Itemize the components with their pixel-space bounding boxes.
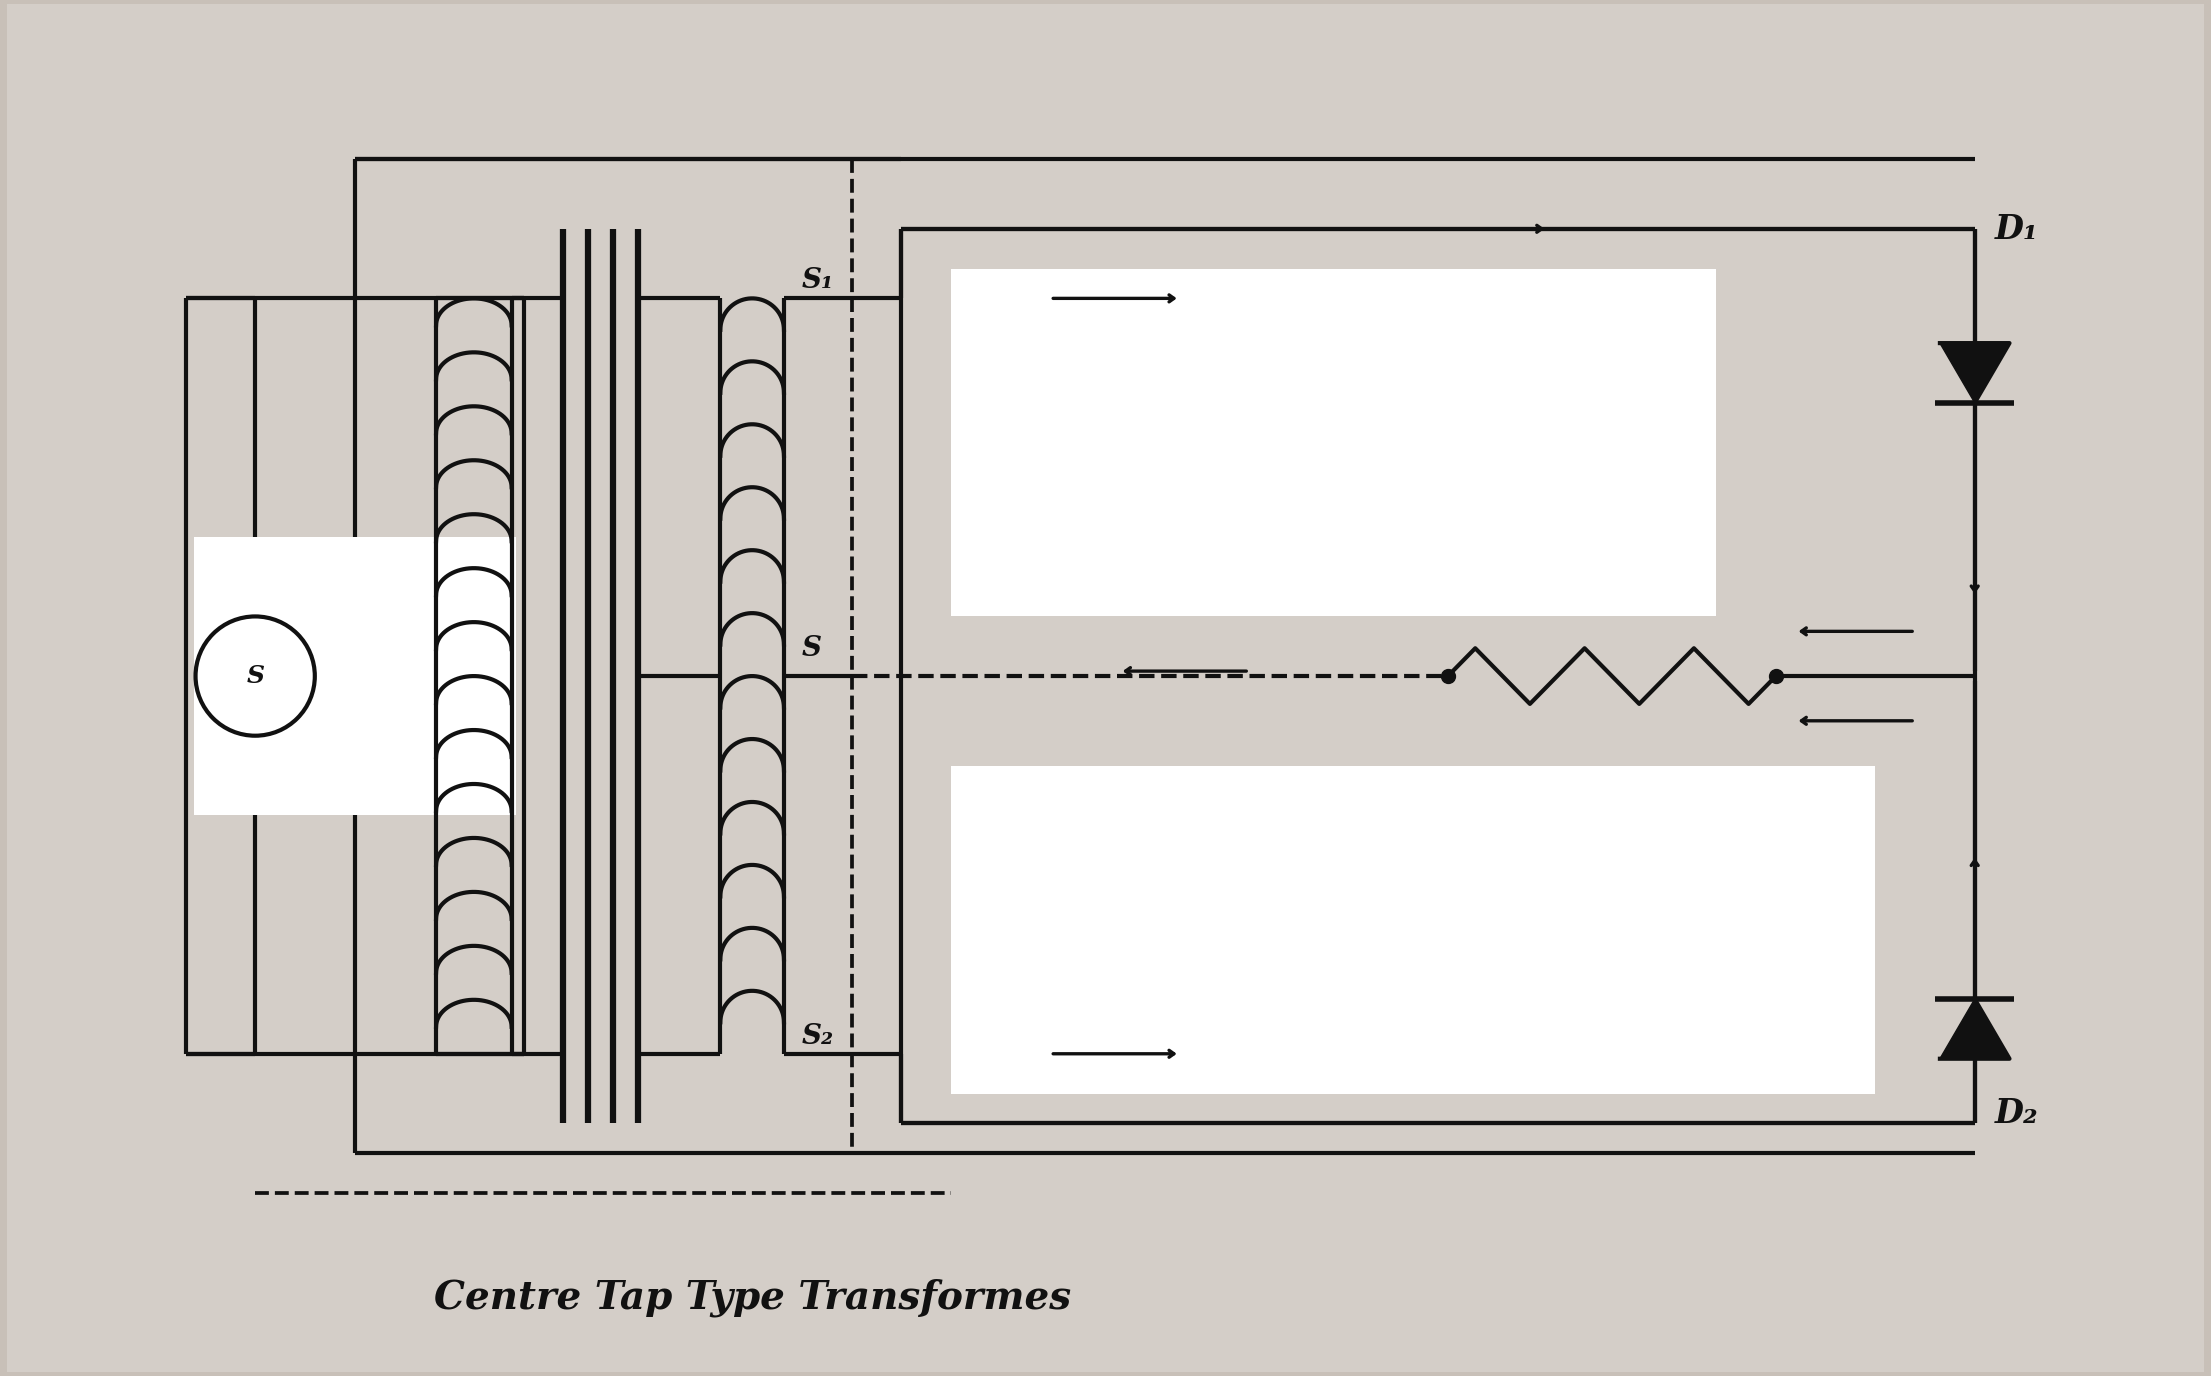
Text: D₁: D₁ — [1994, 213, 2039, 246]
Text: S₂: S₂ — [803, 1022, 834, 1050]
Text: S₁: S₁ — [803, 267, 834, 294]
Text: S: S — [245, 665, 263, 688]
Polygon shape — [1939, 999, 2010, 1058]
FancyBboxPatch shape — [195, 537, 515, 815]
Text: D₂: D₂ — [1994, 1097, 2039, 1130]
Text: S: S — [803, 636, 822, 662]
Text: Centre Tap Type Transformes: Centre Tap Type Transformes — [433, 1278, 1070, 1317]
FancyBboxPatch shape — [951, 765, 1875, 1094]
FancyBboxPatch shape — [951, 268, 1716, 616]
Polygon shape — [1939, 343, 2010, 403]
